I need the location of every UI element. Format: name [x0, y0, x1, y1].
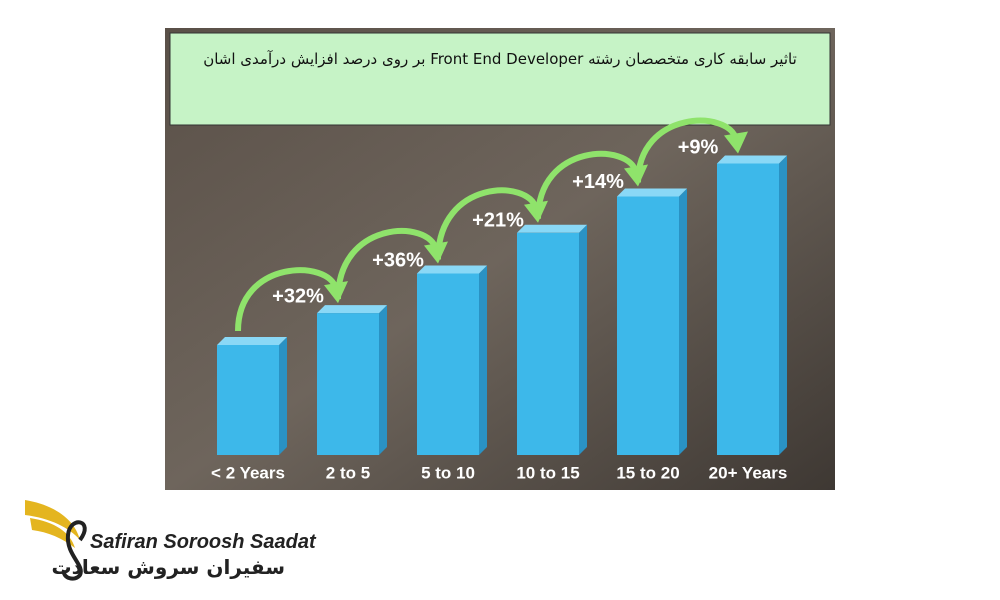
bar-top — [317, 305, 387, 314]
logo-wing — [25, 500, 80, 540]
logo-name: Safiran Soroosh Saadat — [90, 531, 317, 553]
increase-arrow — [235, 267, 339, 332]
chart-title: تاثیر سابقه کاری متخصصان رشته Front End … — [203, 50, 797, 68]
bar-top — [717, 155, 787, 164]
x-tick-label: < 2 Years — [211, 463, 285, 482]
logo-swan — [61, 520, 87, 581]
logo-wing — [30, 518, 75, 548]
increase-label: +14% — [572, 171, 624, 193]
x-tick-label: 2 to 5 — [326, 463, 370, 482]
title-box — [169, 32, 831, 126]
bar — [217, 345, 279, 455]
x-tick-label: 20+ Years — [709, 463, 788, 482]
bar-side — [379, 305, 387, 455]
bar-top — [217, 337, 287, 345]
increase-arrow — [535, 150, 639, 219]
increase-label: +32% — [272, 285, 324, 307]
plot: < 2 Years 2 to 5 5 to 10 10 to 15 15 to 20 20… — [211, 117, 788, 482]
logo-name-fa: سفیران سروش سعادت — [52, 555, 286, 579]
bar — [617, 196, 679, 455]
increase-arrow — [635, 117, 739, 183]
bar-side — [279, 337, 287, 455]
title-holder: تاثیر سابقه کاری متخصصان رشته Front End … — [203, 50, 797, 68]
bar-side — [679, 188, 687, 455]
increase-label: +36% — [372, 250, 424, 272]
x-tick-label: 5 to 10 — [421, 463, 475, 482]
bar-side — [579, 224, 587, 455]
increase-arrow — [335, 228, 439, 300]
bar-top — [517, 224, 587, 233]
x-tick-label: 10 to 15 — [516, 463, 579, 482]
bar-side — [779, 155, 787, 455]
arrow-head — [724, 131, 748, 154]
bar — [317, 313, 379, 455]
bar — [717, 163, 779, 455]
increase-label: +21% — [472, 209, 524, 231]
x-tick-label: 15 to 20 — [616, 463, 679, 482]
increase-arrow — [435, 187, 539, 260]
bar-side — [479, 265, 487, 455]
increase-label: +9% — [678, 136, 719, 158]
bar — [517, 232, 579, 455]
bar-top — [617, 188, 687, 197]
logo: Safiran Soroosh Saadat سفیران سروش سعادت — [25, 500, 317, 581]
bar-top — [417, 265, 487, 274]
bar — [417, 273, 479, 455]
